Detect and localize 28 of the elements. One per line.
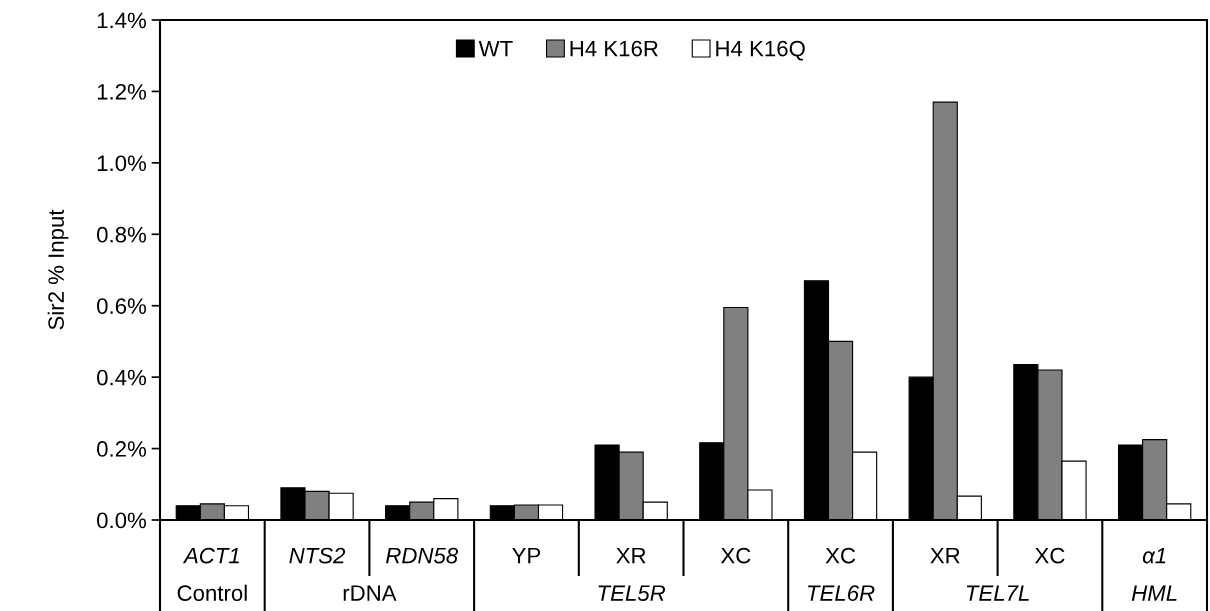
y-tick-label: 0.6% [97, 298, 147, 314]
legend-label: WT [478, 40, 513, 57]
text: Control [177, 584, 247, 601]
x-tick-label: α1 [1142, 547, 1166, 564]
x-tick-label: ACT1 [182, 547, 239, 564]
x-tick-label: XR [616, 547, 646, 564]
legend-label: H4 K16Q [716, 40, 805, 61]
y-tick-label: 0.0% [97, 512, 147, 529]
y-tick-label: 1.4% [97, 12, 147, 29]
y-tick-label: 0.2% [97, 441, 147, 457]
y-tick-label: 1.0% [97, 155, 147, 172]
text: TEL5R [598, 585, 666, 601]
x-tick-label: YP [512, 547, 541, 564]
text: TEL6R [807, 585, 875, 601]
y-tick-label: 0.8% [97, 226, 147, 243]
text: TEL7L [966, 585, 1029, 601]
y-tick-label: 1.2% [97, 83, 147, 100]
legend-label: H4 K16R [570, 40, 658, 57]
x-tick-label: XC [720, 547, 751, 564]
y-axis-title: Sir2 % Input [47, 209, 69, 330]
x-tick-label: XR [930, 547, 960, 564]
x-tick-label: NTS2 [289, 547, 346, 564]
text: rDNA [343, 585, 397, 601]
x-tick-label: RDN58 [386, 547, 459, 564]
text: HML [1131, 585, 1177, 601]
x-tick-label: XC [825, 547, 856, 564]
y-tick-label: 0.4% [97, 369, 147, 386]
x-tick-label: XC [1035, 547, 1065, 564]
